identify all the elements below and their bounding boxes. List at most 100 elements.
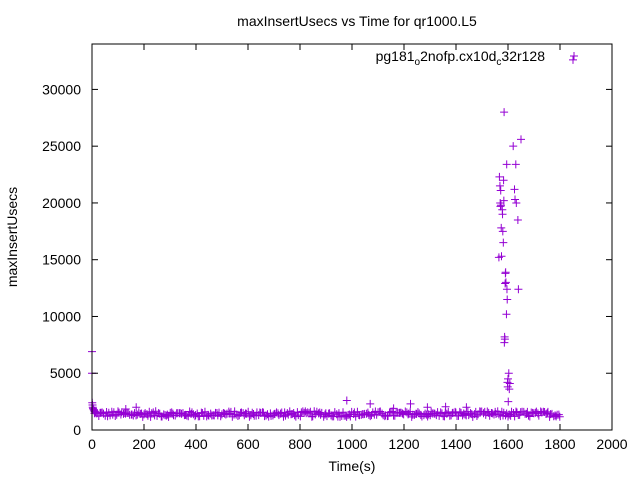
data-point xyxy=(499,176,508,185)
data-point xyxy=(146,412,155,421)
data-point xyxy=(296,412,305,421)
series-points xyxy=(88,55,577,421)
legend: pg181o2nofp.cx10dc32r128 xyxy=(376,48,578,68)
data-point xyxy=(462,403,471,412)
x-tick-label: 200 xyxy=(132,436,156,452)
data-point xyxy=(551,411,560,420)
data-point xyxy=(132,403,141,412)
data-point xyxy=(510,185,519,194)
data-point xyxy=(555,412,564,421)
data-point xyxy=(483,407,492,416)
legend-label-mid: 2nofp.cx10d xyxy=(420,48,496,64)
data-point xyxy=(501,268,510,277)
data-point xyxy=(513,215,522,224)
legend-marker xyxy=(570,52,578,60)
data-point xyxy=(406,399,415,408)
data-point xyxy=(182,411,191,420)
data-point xyxy=(498,210,507,219)
legend-entry-label: pg181o2nofp.cx10dc32r128 xyxy=(376,48,546,68)
data-point xyxy=(505,385,514,394)
y-tick-label: 0 xyxy=(73,422,81,438)
data-point xyxy=(351,412,360,421)
legend-label-end: 32r128 xyxy=(501,48,545,64)
x-tick-label: 1200 xyxy=(388,436,419,452)
data-point xyxy=(502,160,511,169)
data-point xyxy=(497,223,506,232)
data-point xyxy=(423,403,432,412)
data-point xyxy=(504,369,513,378)
data-point xyxy=(523,407,532,416)
data-point xyxy=(366,399,375,408)
y-tick-label: 20000 xyxy=(42,195,81,211)
data-point xyxy=(497,252,506,261)
x-tick-label: 2000 xyxy=(596,436,627,452)
data-point xyxy=(569,55,577,64)
data-point xyxy=(495,181,504,190)
x-tick-label: 800 xyxy=(288,436,312,452)
x-tick-label: 600 xyxy=(236,436,260,452)
data-point xyxy=(320,410,329,419)
x-tick-label: 1600 xyxy=(492,436,523,452)
data-point xyxy=(90,406,99,415)
data-point xyxy=(330,408,339,417)
data-point xyxy=(230,407,239,416)
y-tick-label: 5000 xyxy=(50,365,81,381)
data-point xyxy=(500,335,509,344)
data-point xyxy=(472,411,481,420)
x-tick-label: 1400 xyxy=(440,436,471,452)
x-axis: 0 200 400 600 800 1000 1200 1400 1600 1800 2000 xyxy=(88,44,628,452)
legend-label-main: pg181 xyxy=(376,48,415,64)
data-point xyxy=(353,407,362,416)
data-point xyxy=(497,407,506,416)
data-point xyxy=(499,238,508,247)
data-point xyxy=(314,409,323,418)
data-point xyxy=(511,160,520,169)
x-axis-label: Time(s) xyxy=(329,458,376,474)
data-point xyxy=(502,285,511,294)
y-tick-label: 15000 xyxy=(42,252,81,268)
data-point xyxy=(502,310,511,319)
x-tick-label: 1000 xyxy=(336,436,367,452)
data-point xyxy=(228,412,237,421)
data-point xyxy=(554,410,563,419)
data-point xyxy=(402,408,411,417)
x-tick-label: 1800 xyxy=(544,436,575,452)
legend-label-sub1: o xyxy=(415,57,421,68)
y-tick-label: 30000 xyxy=(42,81,81,97)
x-tick-label: 400 xyxy=(184,436,208,452)
y-tick-label: 25000 xyxy=(42,138,81,154)
y-tick-label: 10000 xyxy=(42,308,81,324)
legend-label-sub2: c xyxy=(496,57,501,68)
data-point xyxy=(441,402,450,411)
data-point xyxy=(279,412,288,421)
data-point xyxy=(389,404,398,413)
data-point xyxy=(498,227,507,236)
data-point xyxy=(517,135,525,144)
data-point xyxy=(504,374,512,383)
data-point xyxy=(501,279,510,288)
legend-marker-plus xyxy=(570,52,578,60)
data-point xyxy=(501,278,510,287)
data-point xyxy=(496,186,505,195)
data-point xyxy=(503,295,512,304)
y-axis: 0 5000 10000 15000 20000 25000 30000 xyxy=(42,81,612,438)
data-point xyxy=(495,172,504,181)
data-point xyxy=(511,195,520,204)
data-point xyxy=(342,396,351,405)
data-point xyxy=(512,198,521,207)
data-point xyxy=(504,397,513,406)
data-point xyxy=(164,412,173,421)
data-point xyxy=(514,285,523,294)
data-point xyxy=(121,404,130,413)
data-point xyxy=(509,142,518,151)
data-point xyxy=(505,379,514,388)
data-point xyxy=(500,108,509,117)
data-point xyxy=(496,202,505,211)
data-point xyxy=(496,201,505,210)
data-point xyxy=(91,408,100,417)
x-tick-label: 0 xyxy=(88,436,96,452)
data-point xyxy=(499,196,508,205)
y-axis-label: maxInsertUsecs xyxy=(4,187,20,287)
